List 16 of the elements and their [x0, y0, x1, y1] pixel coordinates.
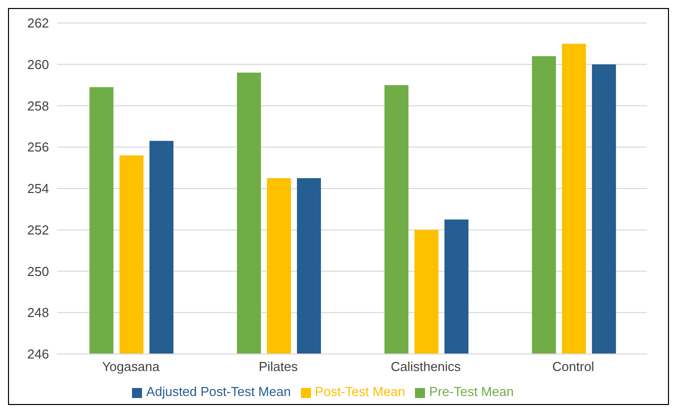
- legend-label: Adjusted Post-Test Mean: [146, 384, 291, 399]
- y-tick-label: 246: [27, 346, 49, 362]
- x-tick-label: Calisthenics: [390, 359, 462, 374]
- y-tick-label: 258: [27, 98, 49, 114]
- y-tick-label: 262: [27, 16, 49, 31]
- legend-label: Post-Test Mean: [314, 384, 406, 399]
- y-tick-label: 250: [27, 264, 49, 279]
- y-tick-label: 256: [27, 140, 49, 155]
- y-tick-label: 252: [27, 222, 49, 238]
- x-tick-label: Yogasana: [102, 359, 160, 374]
- y-tick-label: 254: [27, 181, 49, 196]
- x-tick-label: Control: [552, 359, 594, 374]
- x-tick-label: Pilates: [258, 359, 298, 374]
- y-tick-label: 248: [27, 305, 49, 320]
- y-tick-label: 260: [27, 56, 49, 72]
- legend-label: Pre-Test Mean: [429, 384, 514, 399]
